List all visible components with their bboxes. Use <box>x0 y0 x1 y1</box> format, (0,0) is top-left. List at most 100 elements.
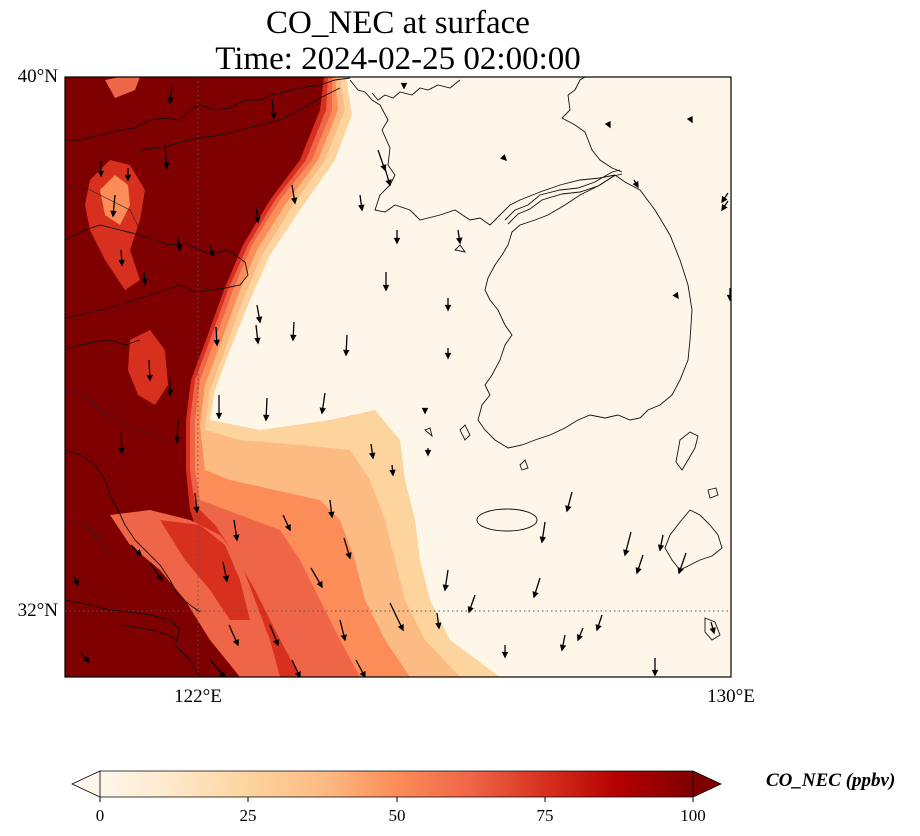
wind-vector-head <box>565 505 572 513</box>
wind-vector-head <box>343 349 350 357</box>
colorbar-extend-min <box>71 770 101 798</box>
wind-vector-head <box>444 304 452 312</box>
map-title: CO_NEC at surface <box>266 5 530 41</box>
wind-vector-head <box>595 624 602 632</box>
wind-vector-head <box>270 112 277 120</box>
wind-vector-head <box>397 623 404 632</box>
concentration-field <box>65 77 731 677</box>
wind-vector-head <box>110 210 117 218</box>
wind-vector-head <box>146 374 153 382</box>
gridlines <box>65 77 731 677</box>
wind-vector-head <box>456 237 463 245</box>
wind-vector-head <box>677 567 684 575</box>
wind-vector-head <box>166 389 174 397</box>
colorbar-tick-0: 0 <box>95 806 105 825</box>
colorbar <box>71 770 722 802</box>
wind-vector-head <box>290 334 297 342</box>
wind-vector-head <box>193 506 200 514</box>
wind-vector-head <box>709 627 716 635</box>
wind-vector-head <box>424 449 432 457</box>
colorbar-gradient <box>100 771 693 797</box>
wind-vector-head <box>294 670 301 677</box>
wind-vector-head <box>721 203 728 212</box>
coastlines <box>65 77 723 677</box>
wind-vector-head <box>532 591 539 599</box>
wind-vector-head <box>539 536 546 544</box>
colorbar-tick-100: 100 <box>680 806 706 825</box>
wind-vector-head <box>500 154 508 162</box>
lon-label-122: 122°E <box>174 686 222 707</box>
colorbar-tick-50: 50 <box>388 806 406 825</box>
wind-vector-head <box>328 511 335 519</box>
wind-vectors <box>72 82 731 677</box>
wind-vector-head <box>213 339 220 347</box>
wind-vector-head <box>72 578 79 587</box>
wind-vector-head <box>604 120 611 129</box>
wind-vector-head <box>141 278 148 286</box>
wind-vector-head <box>254 216 261 224</box>
lat-label-40: 40°N <box>17 66 58 87</box>
lon-label-130: 130°E <box>707 686 755 707</box>
wind-vector-head <box>319 407 326 415</box>
wind-vector-head <box>359 670 366 677</box>
wind-vector-head <box>255 316 263 324</box>
wind-vector-head <box>135 549 143 557</box>
wind-vector-head <box>393 237 401 245</box>
wind-vector-head <box>435 622 442 630</box>
wind-vector-head <box>467 606 474 614</box>
wind-vector-head <box>576 633 583 642</box>
wind-vector-head <box>400 82 408 90</box>
wind-vector-head <box>222 575 230 583</box>
wind-vector-head <box>421 407 429 415</box>
wind-vector-head <box>118 447 125 455</box>
wind-vector-head <box>389 469 396 477</box>
wind-vector-head <box>156 573 163 582</box>
map-frame <box>64 76 732 678</box>
colorbar-extend-max <box>692 770 722 798</box>
wind-vector-head <box>657 544 665 552</box>
colorbar-label: CO_NEC (ppbv) <box>766 770 896 791</box>
wind-vector-head <box>385 179 392 187</box>
wind-vector-head <box>219 670 226 677</box>
wind-vector-head <box>316 580 323 589</box>
wind-vector-head <box>382 284 390 292</box>
wind-vector-head <box>97 170 105 178</box>
wind-vector-head <box>340 634 347 642</box>
borders <box>65 184 166 556</box>
wind-vector-head <box>672 291 679 300</box>
wind-vector-head <box>124 174 132 182</box>
wind-vector-head <box>501 651 509 659</box>
wind-vector-head <box>167 97 174 105</box>
wind-vector-head <box>176 244 183 252</box>
wind-vector-head <box>290 197 298 205</box>
wind-vector-head <box>262 414 270 422</box>
wind-vector-head <box>232 638 239 647</box>
lat-label-32: 32°N <box>17 600 58 621</box>
map-time: Time: 2024-02-25 02:00:00 <box>215 41 581 77</box>
wind-vector-head <box>369 452 376 460</box>
wind-vector-head <box>721 195 728 204</box>
wind-vector-head <box>284 523 291 532</box>
wind-vector-head <box>623 549 630 557</box>
wind-vector-head <box>358 204 365 212</box>
wind-vector-head <box>726 294 731 302</box>
wind-vector-head <box>173 436 181 444</box>
wind-vector-head <box>686 115 693 124</box>
wind-vector-head <box>635 567 642 575</box>
wind-vector-head <box>442 584 449 592</box>
wind-vector-head <box>345 552 352 560</box>
wind-vector-head <box>273 639 280 647</box>
wind-vector-head <box>651 669 659 677</box>
wind-vector-head <box>632 180 639 189</box>
wind-vector-head <box>208 250 215 258</box>
wind-vector-head <box>118 259 125 267</box>
wind-vector-head <box>444 352 452 360</box>
colorbar-tick-75: 75 <box>536 806 554 825</box>
wind-vector-head <box>163 162 170 170</box>
wind-vector-head <box>233 534 240 542</box>
wind-vector-head <box>215 412 223 420</box>
wind-vector-head <box>254 337 261 345</box>
wind-vector-head <box>559 644 567 652</box>
colorbar-tick-25: 25 <box>239 806 257 825</box>
